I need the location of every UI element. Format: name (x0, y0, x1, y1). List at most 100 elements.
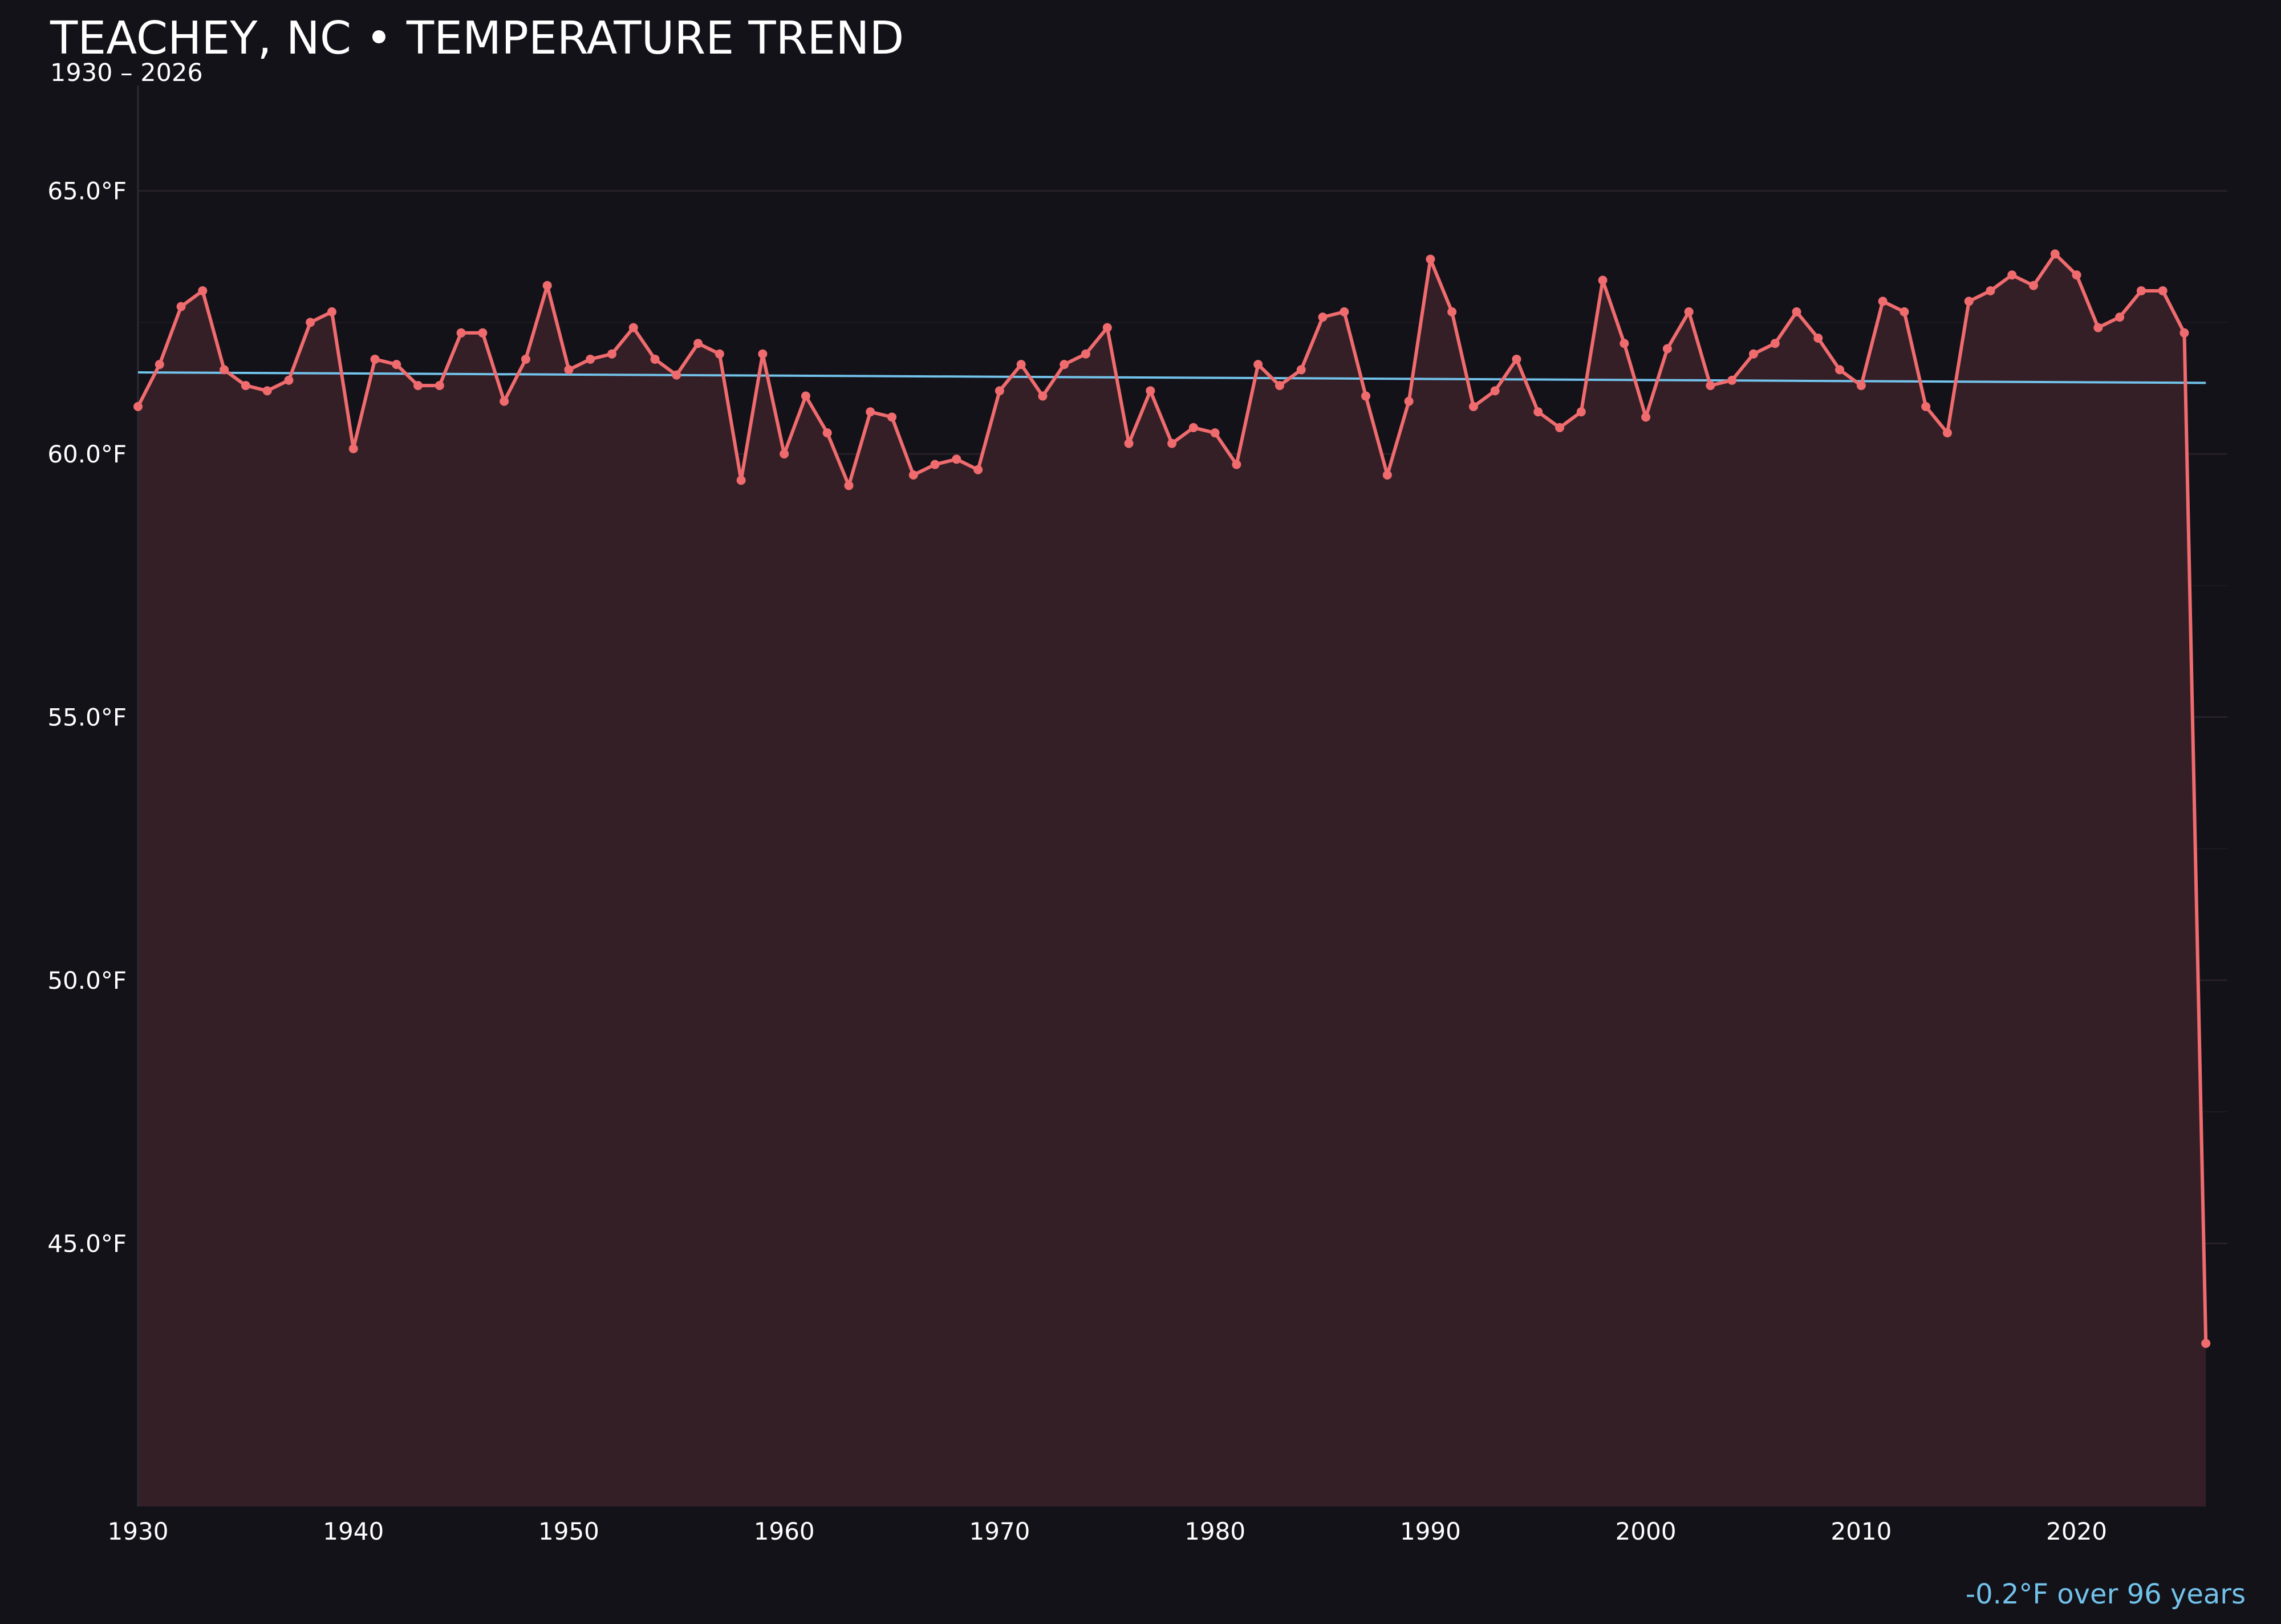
data-point (930, 460, 940, 469)
data-point (1533, 407, 1543, 417)
trend-annotation: -0.2°F over 96 years (1965, 1578, 2246, 1610)
x-tick-label: 2010 (1831, 1517, 1892, 1545)
data-point (1662, 344, 1672, 354)
data-point (1167, 439, 1177, 448)
data-point (348, 444, 358, 453)
data-point (1684, 307, 1694, 316)
data-point (2093, 323, 2103, 332)
data-point (241, 381, 250, 391)
data-point (1340, 307, 1349, 316)
data-point (2179, 328, 2189, 338)
data-point (973, 465, 983, 474)
data-point (758, 349, 768, 359)
data-point (736, 476, 746, 485)
y-tick-label: 55.0°F (47, 704, 127, 732)
data-point (1942, 428, 1952, 438)
data-point (262, 386, 272, 396)
data-point (1275, 381, 1284, 391)
data-point (198, 286, 208, 295)
data-point (1512, 354, 1521, 364)
data-point (284, 375, 294, 385)
x-tick-label: 1930 (108, 1517, 169, 1545)
data-point (1770, 339, 1780, 348)
data-point (672, 370, 681, 380)
data-point (1576, 407, 1586, 417)
data-point (306, 318, 315, 327)
data-point (500, 396, 509, 406)
data-point (1878, 297, 1888, 306)
data-point (628, 323, 638, 332)
data-point (1404, 396, 1414, 406)
data-point (1620, 339, 1629, 348)
data-point (1641, 412, 1651, 422)
series-points (133, 249, 2211, 1348)
chart-subtitle: 1930 – 2026 (50, 59, 203, 87)
data-point (844, 481, 854, 490)
data-point (1426, 254, 1435, 264)
series-area-fill (138, 254, 2206, 1507)
data-point (413, 381, 423, 391)
data-point (1900, 307, 1909, 316)
data-point (220, 365, 229, 375)
data-point (650, 354, 660, 364)
data-point (392, 360, 401, 370)
data-point (542, 281, 552, 290)
y-tick-label: 50.0°F (47, 967, 127, 994)
data-point (2029, 281, 2039, 290)
data-point (1060, 360, 1069, 370)
y-tick-label: 65.0°F (47, 177, 127, 205)
x-tick-label: 2000 (1616, 1517, 1677, 1545)
y-tick-label: 60.0°F (47, 440, 127, 468)
data-point (2158, 286, 2168, 295)
data-point (133, 402, 143, 412)
data-point (1253, 360, 1263, 370)
data-point (2072, 270, 2081, 280)
data-point (2007, 270, 2017, 280)
data-point (1296, 365, 1306, 375)
data-point (995, 386, 1004, 396)
data-point (370, 354, 380, 364)
data-point (1964, 297, 1974, 306)
data-point (1598, 275, 1608, 285)
data-point (1146, 386, 1155, 396)
data-point (586, 354, 595, 364)
x-tick-label: 1950 (538, 1517, 599, 1545)
x-tick-label: 1960 (754, 1517, 815, 1545)
y-tick-labels: 45.0°F 50.0°F 55.0°F 60.0°F 65.0°F (47, 177, 127, 1258)
data-point (564, 365, 574, 375)
y-tick-label: 45.0°F (47, 1230, 127, 1258)
data-point (1016, 360, 1026, 370)
data-point (1835, 365, 1845, 375)
data-point (1232, 460, 1241, 469)
data-point (866, 407, 875, 417)
data-point (1792, 307, 1801, 316)
data-point (607, 349, 617, 359)
data-point (176, 302, 186, 311)
data-point (1361, 391, 1371, 401)
x-tick-labels: 1930 1940 1950 1960 1970 1980 1990 2000 2010 2020 (108, 1517, 2107, 1545)
data-point (2050, 249, 2060, 259)
data-point (1124, 439, 1134, 448)
data-point (780, 449, 789, 459)
data-point (2136, 286, 2146, 295)
data-point (1856, 381, 1866, 391)
data-point (1468, 402, 1478, 412)
data-point (1447, 307, 1457, 316)
data-point (327, 307, 336, 316)
data-point (1102, 323, 1112, 332)
data-point (1038, 391, 1048, 401)
data-point (1706, 381, 1715, 391)
data-point (456, 328, 466, 338)
x-tick-label: 1940 (323, 1517, 384, 1545)
data-point (1081, 349, 1091, 359)
data-point (1555, 423, 1565, 432)
chart-title: TEACHEY, NC • TEMPERATURE TREND (50, 12, 904, 64)
data-point (155, 360, 164, 370)
x-tick-label: 1980 (1184, 1517, 1245, 1545)
data-point (693, 339, 703, 348)
data-point (435, 381, 444, 391)
data-point (1210, 428, 1220, 438)
data-point (887, 412, 897, 422)
